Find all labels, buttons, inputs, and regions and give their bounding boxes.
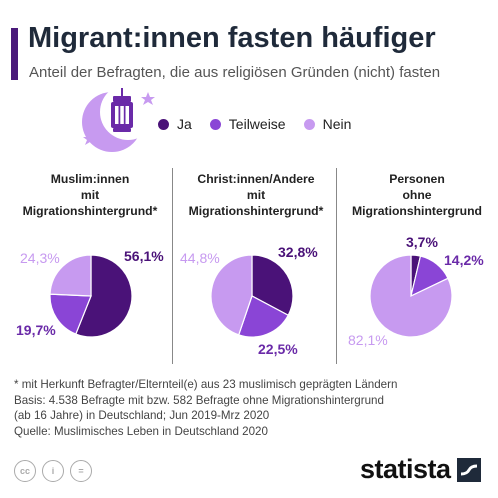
- pie-2-title: Christ:innen/Andere mit Migrationshinter…: [174, 171, 338, 219]
- legend-label-ja: Ja: [177, 116, 192, 132]
- attribution-icon[interactable]: i: [42, 460, 64, 482]
- brand-name: statista: [360, 454, 451, 484]
- pie-3-label-ja: 3,7%: [406, 234, 438, 250]
- pie-1-label-teilweise: 19,7%: [16, 322, 56, 338]
- pie-2-slice-nein: [210, 254, 253, 336]
- pie-2-title-line-3: Migrationshintergrund*: [188, 204, 324, 218]
- pie-2-title-line-1: Christ:innen/Andere: [197, 172, 315, 186]
- pie-1-title-line-2: mit: [80, 188, 100, 202]
- pie-2-slice-teilweise: [237, 295, 290, 338]
- pie-3-label-nein: 82,1%: [348, 332, 388, 348]
- pie-1-title: Muslim:innen mit Migrationshintergrund*: [10, 171, 170, 219]
- pie-chart-3: [369, 254, 453, 338]
- pie-3-title-line-1: Personen: [389, 172, 445, 186]
- pie-1-slice-nein: [49, 254, 92, 297]
- brand-logo[interactable]: statista: [360, 454, 481, 485]
- pie-3-title: Personen ohne Migrationshintergrund: [338, 171, 496, 219]
- pie-3-label-teilweise: 14,2%: [444, 252, 484, 268]
- page-subtitle: Anteil der Befragten, die aus religiösen…: [29, 64, 441, 81]
- pie-2-label-ja: 32,8%: [278, 244, 318, 260]
- footnote-line-3: (ab 16 Jahre) in Deutschland; Jun 2019-M…: [14, 409, 270, 423]
- divider-1: [172, 168, 173, 364]
- pie-chart-1: [49, 254, 133, 338]
- pie-2-slice-ja: [251, 254, 294, 317]
- divider-2: [336, 168, 337, 364]
- pie-2-title-line-2: mit: [246, 188, 266, 202]
- legend-swatch-teilweise: [209, 118, 221, 130]
- pie-1-slice-teilweise: [49, 293, 92, 335]
- pie-3-title-line-2: ohne: [402, 188, 432, 202]
- legend-swatch-nein: [303, 118, 315, 130]
- accent-bar: [11, 28, 18, 80]
- pie-3-slice-nein: [369, 254, 453, 338]
- statista-mark-icon: [456, 457, 481, 482]
- no-derivatives-icon[interactable]: =: [70, 460, 92, 482]
- creative-commons-icon[interactable]: cc: [14, 460, 36, 482]
- license-icons: cc i =: [14, 460, 92, 482]
- page-title: Migrant:innen fasten häufiger: [28, 22, 436, 54]
- pie-1-title-line-1: Muslim:innen: [50, 172, 130, 186]
- legend-item-nein: Nein: [303, 116, 352, 132]
- pie-1-label-nein: 24,3%: [20, 250, 60, 266]
- pie-1-label-ja: 56,1%: [124, 248, 164, 264]
- legend: Ja Teilweise Nein: [158, 116, 351, 132]
- footnote-line-1: * mit Herkunft Befragter/Elternteil(e) a…: [14, 378, 398, 391]
- pie-1-title-line-3: Migrationshintergrund*: [22, 204, 158, 218]
- pie-2-label-nein: 44,8%: [180, 250, 220, 266]
- pie-2-label-teilweise: 22,5%: [258, 341, 298, 357]
- legend-label-nein: Nein: [322, 116, 352, 132]
- legend-item-ja: Ja: [158, 116, 192, 132]
- pie-chart-2: [210, 254, 294, 338]
- legend-swatch-ja: [158, 118, 169, 130]
- footnote: * mit Herkunft Befragter/Elternteil(e) a…: [14, 377, 397, 439]
- footnote-line-2: Basis: 4.538 Befragte mit bzw. 582 Befra…: [14, 393, 384, 407]
- pie-3-title-line-3: Migrationshintergrund: [352, 204, 482, 218]
- footnote-line-4: Quelle: Muslimisches Leben in Deutschlan…: [14, 424, 268, 438]
- pie-1-slice-ja: [75, 254, 133, 338]
- legend-label-teilweise: Teilweise: [228, 116, 286, 132]
- legend-item-teilweise: Teilweise: [209, 116, 286, 132]
- crescent-moon-lantern-icon: [82, 84, 156, 152]
